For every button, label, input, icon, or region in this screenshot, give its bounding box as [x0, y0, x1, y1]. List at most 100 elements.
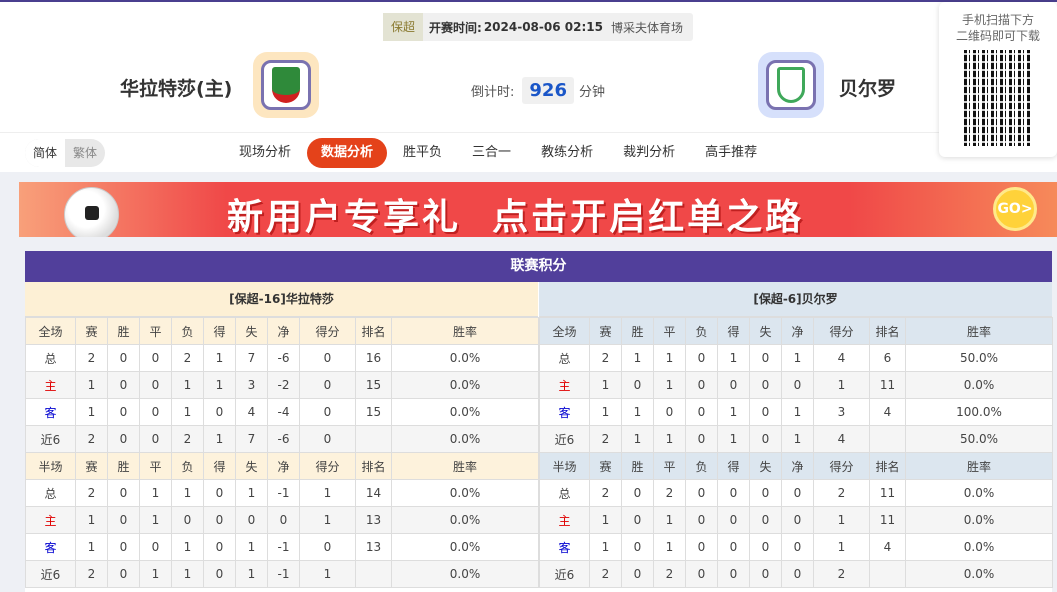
cell: 0 [717, 479, 750, 507]
home-team-name[interactable]: 华拉特莎(主) [120, 78, 233, 100]
cell: 0 [749, 425, 782, 453]
home-standings: [保超-16]华拉特莎 全场赛胜平负得失净得分 排名 胜率总 2 0 0 2 1 7 -6 0 16 0… [25, 282, 539, 588]
away-standings-header: [保超-6]贝尔罗 [539, 282, 1052, 317]
cell: 0 [203, 533, 236, 561]
table-row: 总 2 0 0 2 1 7 -6 0 16 0.0% [25, 344, 539, 372]
banner-text: 新用户专享礼 点击开启红单之路 [227, 197, 805, 237]
table-row: 近6 2 0 2 0 0 0 0 2 0.0% [539, 560, 1053, 588]
cell: 0 [781, 533, 814, 561]
cell: 0 [749, 506, 782, 534]
cell: 0 [107, 533, 140, 561]
cell [869, 560, 906, 588]
cell: 平 [139, 317, 172, 345]
table-row: 客 1 0 0 1 0 1 -1 0 13 0.0% [25, 533, 539, 561]
cell: 主 [539, 506, 590, 534]
cell: 胜率 [391, 317, 539, 345]
tab-4[interactable]: 教练分析 [541, 145, 594, 160]
cell: 1 [717, 344, 750, 372]
cell: 1 [813, 533, 870, 561]
cell: 0 [299, 398, 356, 426]
cell: 主 [539, 371, 590, 399]
cell: 3 [235, 371, 268, 399]
cell: 2 [171, 425, 204, 453]
cell: 负 [685, 452, 718, 480]
cell: 2 [75, 425, 108, 453]
cell: 1 [589, 506, 622, 534]
cell: 14 [355, 479, 392, 507]
cell: 0 [749, 533, 782, 561]
cell: 得 [203, 452, 236, 480]
cell: 1 [813, 506, 870, 534]
cell: 2 [653, 560, 686, 588]
go-button[interactable]: GO> [993, 187, 1037, 231]
cell: 得 [203, 317, 236, 345]
cell: 0 [685, 506, 718, 534]
cell: 0 [299, 344, 356, 372]
cell: 0 [107, 560, 140, 588]
cell: 1 [717, 425, 750, 453]
cell: 2 [589, 560, 622, 588]
cell: 净 [781, 317, 814, 345]
away-standings: [保超-6]贝尔罗 全场赛胜平负得失净得分 排名 胜率总 2 1 1 0 1 0 1 4 6 50.0%… [539, 282, 1053, 588]
match-info: 保超 开赛时间: 2024-08-06 02:15 博采夫体育场 [383, 13, 693, 41]
table-row: 总 2 0 1 1 0 1 -1 1 14 0.0% [25, 479, 539, 507]
cell: 1 [75, 533, 108, 561]
kickoff-time: 2024-08-06 02:15 [483, 20, 603, 34]
tab-6[interactable]: 高手推荐 [705, 145, 758, 160]
cell: 排名 [355, 317, 392, 345]
cell: 2 [589, 479, 622, 507]
league-badge[interactable]: 保超 [383, 13, 424, 41]
tab-1[interactable]: 数据分析 [307, 138, 388, 168]
cell: 0 [139, 371, 172, 399]
home-team-logo[interactable] [253, 52, 319, 118]
traditional-button[interactable]: 繁体 [73, 146, 98, 160]
cell: -2 [267, 371, 300, 399]
tab-2[interactable]: 胜平负 [403, 145, 443, 160]
table-row: 近6 2 0 0 2 1 7 -6 0 0.0% [25, 425, 539, 453]
countdown: 倒计时: 926 分钟 [471, 77, 605, 104]
cell: 0 [139, 344, 172, 372]
cell: 0 [107, 398, 140, 426]
cell: 0.0% [391, 506, 539, 534]
cell: 得 [717, 317, 750, 345]
cell: 胜率 [905, 452, 1053, 480]
cell: 客 [25, 533, 76, 561]
cell: 胜 [107, 452, 140, 480]
cell: 平 [139, 452, 172, 480]
cell: 0 [717, 506, 750, 534]
cell: 0 [749, 398, 782, 426]
cell: 0 [171, 506, 204, 534]
promo-banner[interactable]: 新用户专享礼 点击开启红单之路 GO> [19, 182, 1057, 237]
cell: 11 [869, 371, 906, 399]
cell: 1 [653, 344, 686, 372]
simplified-button[interactable]: 简体 [25, 139, 66, 167]
cell: 1 [589, 398, 622, 426]
cell: 负 [171, 317, 204, 345]
cell: 1 [139, 479, 172, 507]
cell: 近6 [539, 560, 590, 588]
cell: 失 [235, 317, 268, 345]
tab-5[interactable]: 裁判分析 [623, 145, 676, 160]
match-header: 保超 开赛时间: 2024-08-06 02:15 博采夫体育场 华拉特莎(主)… [0, 2, 1057, 132]
cell [355, 425, 392, 453]
cell: 1 [621, 425, 654, 453]
cell: 100.0% [905, 398, 1053, 426]
cell: 2 [589, 425, 622, 453]
cell: 0 [685, 560, 718, 588]
cell: -1 [267, 560, 300, 588]
cell: 0 [781, 560, 814, 588]
tab-0[interactable]: 现场分析 [239, 145, 292, 160]
away-team-name[interactable]: 贝尔罗 [839, 78, 897, 100]
cell: 总 [539, 479, 590, 507]
header-row: 半场赛胜平负得失净得分 排名 胜率 [25, 452, 539, 480]
cell: 1 [75, 398, 108, 426]
away-team-logo[interactable] [758, 52, 824, 118]
cell: 15 [355, 371, 392, 399]
table-row: 主 1 0 1 0 0 0 0 1 11 0.0% [539, 506, 1053, 534]
cell: 近6 [539, 425, 590, 453]
cell: 4 [813, 425, 870, 453]
qr-download-panel: 手机扫描下方 二维码即可下载 [939, 2, 1057, 157]
cell: 0 [621, 560, 654, 588]
tab-3[interactable]: 三合一 [472, 145, 512, 160]
cell: 净 [267, 452, 300, 480]
